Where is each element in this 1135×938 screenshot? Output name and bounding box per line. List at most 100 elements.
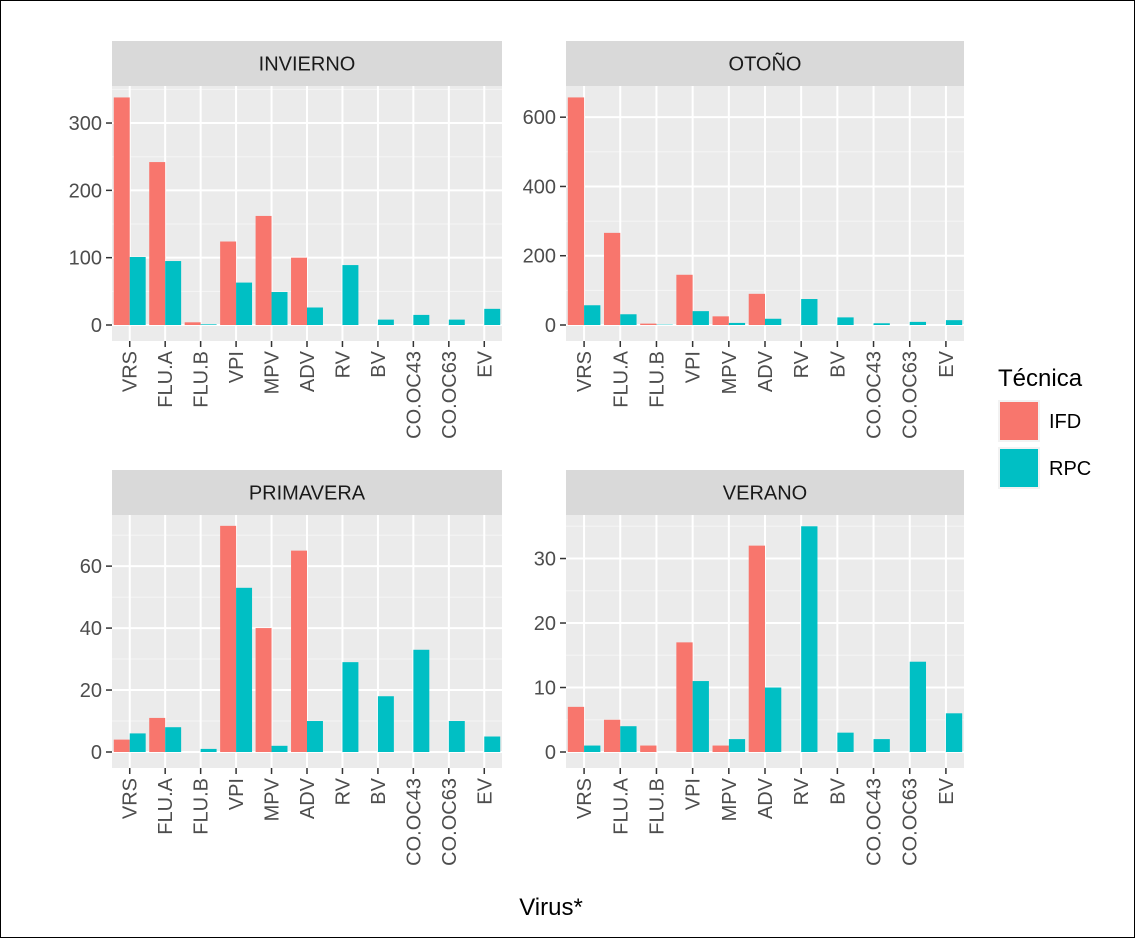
- y-tick-label: 0: [91, 315, 102, 337]
- x-tick-label: VPI: [226, 778, 248, 810]
- legend-label-ifd: IFD: [1049, 411, 1081, 433]
- bar-rpc-rv: [342, 662, 359, 752]
- bar-rpc-co-oc43: [873, 323, 890, 325]
- bar-rpc-co-oc63: [909, 661, 927, 752]
- x-tick-label: BV: [368, 777, 390, 804]
- bar-ifd-vpi: [220, 525, 237, 752]
- y-tick-label: 200: [69, 180, 102, 202]
- bar-rpc-co-oc43: [873, 739, 890, 752]
- facet-title: INVIERNO: [259, 54, 356, 76]
- bar-rpc-mpv: [728, 739, 746, 752]
- legend: Técnica IFD RPC: [998, 365, 1091, 489]
- bar-ifd-adv: [748, 293, 765, 325]
- x-tick-label: VRS: [574, 351, 596, 392]
- x-tick-label: VPI: [226, 351, 248, 383]
- bar-rpc-co-oc43: [413, 649, 430, 752]
- x-tick-label: FLU.A: [155, 350, 177, 407]
- x-tick-label: CO.OC43: [864, 351, 886, 439]
- x-tick-label: FLU.A: [610, 350, 632, 407]
- y-tick-label: 300: [69, 113, 102, 135]
- bar-rpc-bv: [837, 317, 854, 325]
- x-tick-label: EV: [936, 777, 958, 804]
- x-tick-label: CO.OC63: [439, 351, 461, 439]
- bar-rpc-vpi: [236, 587, 253, 752]
- bar-ifd-flu-a: [603, 232, 621, 325]
- bar-rpc-ev: [945, 320, 963, 325]
- x-tick-label: MPV: [719, 777, 741, 821]
- bar-rpc-flu-b: [200, 324, 217, 325]
- y-tick-label: 400: [523, 176, 556, 198]
- bar-rpc-adv: [307, 307, 323, 325]
- bar-rpc-ev: [945, 713, 963, 752]
- bar-rpc-vpi: [236, 282, 253, 325]
- x-tick-label: BV: [368, 350, 390, 377]
- facet-title: VERANO: [723, 483, 807, 505]
- y-tick-label: 20: [80, 680, 102, 702]
- bar-ifd-vrs: [113, 739, 130, 752]
- bar-rpc-adv: [765, 687, 782, 752]
- panel-otoño: OTOÑO 0 200 400 600 VRS FLU.A FLU.B VPI MPV ADV RV B…: [523, 41, 964, 439]
- bar-rpc-vrs: [584, 305, 601, 325]
- bar-ifd-mpv: [712, 745, 729, 752]
- bar-rpc-vpi: [692, 681, 709, 752]
- bar-ifd-flu-b: [184, 322, 201, 325]
- x-tick-label: FLU.B: [191, 778, 213, 835]
- bar-rpc-vrs: [584, 745, 601, 752]
- bar-rpc-mpv: [728, 322, 746, 325]
- bar-rpc-rv: [801, 526, 818, 752]
- x-tick-label: CO.OC43: [403, 351, 425, 439]
- bar-rpc-vpi: [692, 311, 709, 325]
- bar-ifd-vrs: [113, 97, 130, 325]
- y-tick-label: 20: [534, 613, 556, 635]
- bar-rpc-adv: [765, 318, 782, 325]
- x-tick-label: RV: [332, 350, 354, 378]
- x-tick-label: CO.OC63: [439, 778, 461, 866]
- x-tick-label: ADV: [755, 777, 777, 819]
- y-tick-label: 0: [545, 742, 556, 764]
- facet-title: OTOÑO: [729, 52, 802, 76]
- x-tick-label: ADV: [297, 777, 319, 819]
- bar-ifd-adv: [748, 545, 765, 752]
- facet-strip: [112, 470, 502, 515]
- bar-rpc-flu-b: [200, 748, 217, 752]
- y-tick-label: 200: [523, 246, 556, 268]
- bar-ifd-vrs: [567, 706, 585, 752]
- x-tick-label: RV: [791, 777, 813, 805]
- x-tick-label: FLU.A: [155, 777, 177, 834]
- bar-rpc-flu-a: [620, 314, 637, 325]
- facet-title: PRIMAVERA: [249, 483, 366, 505]
- facet-strip: [566, 470, 964, 515]
- x-tick-label: VPI: [683, 351, 705, 383]
- bar-ifd-adv: [291, 550, 307, 752]
- bar-rpc-adv: [307, 721, 323, 752]
- bar-rpc-bv: [377, 319, 394, 325]
- facet-strip: [112, 41, 502, 86]
- y-tick-label: 10: [534, 678, 556, 700]
- bar-rpc-mpv: [271, 292, 288, 325]
- bar-rpc-vrs: [129, 733, 146, 752]
- bar-ifd-vpi: [676, 274, 693, 325]
- bar-ifd-mpv: [255, 215, 272, 325]
- bar-rpc-bv: [837, 732, 854, 752]
- bar-ifd-vpi: [676, 642, 693, 752]
- x-tick-label: VRS: [574, 778, 596, 819]
- x-tick-label: VRS: [120, 778, 142, 819]
- bar-ifd-flu-b: [640, 323, 657, 325]
- bar-rpc-vrs: [129, 257, 146, 325]
- x-tick-label: ADV: [755, 350, 777, 392]
- x-tick-label: BV: [827, 350, 849, 377]
- x-tick-label: CO.OC63: [900, 351, 922, 439]
- y-tick-label: 600: [523, 107, 556, 129]
- y-tick-label: 30: [534, 549, 556, 571]
- bar-rpc-co-oc63: [909, 321, 927, 325]
- bar-ifd-flu-a: [603, 719, 621, 752]
- bar-ifd-adv: [291, 257, 307, 325]
- x-tick-label: MPV: [262, 350, 284, 394]
- x-tick-label: CO.OC63: [900, 778, 922, 866]
- panel-invierno: INVIERNO 0 100 200 300 VRS FLU.A FLU.B VPI MPV ADV…: [69, 41, 502, 439]
- x-tick-label: FLU.B: [191, 351, 213, 408]
- bar-rpc-co-oc43: [413, 314, 430, 325]
- x-tick-label: EV: [474, 350, 496, 377]
